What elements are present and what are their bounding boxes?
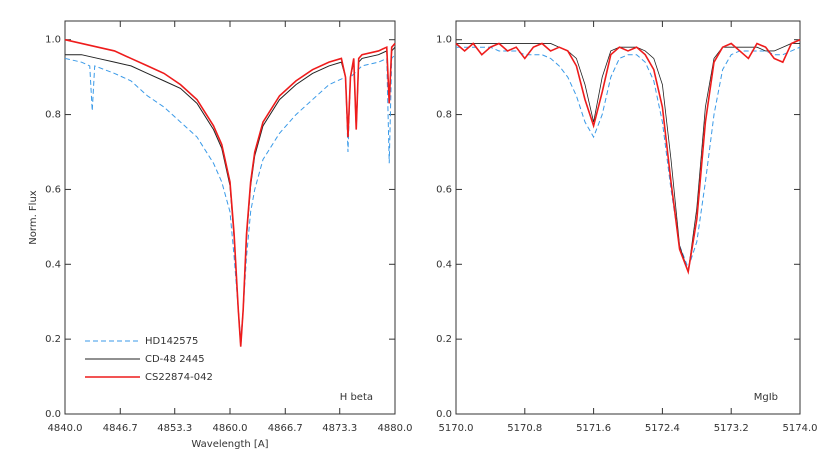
- x-tick-label: 4873.3: [322, 423, 357, 434]
- y-tick-label: 0.2: [45, 334, 61, 345]
- spectrum-line: [455, 38, 801, 275]
- y-tick-label: 0.2: [436, 334, 452, 345]
- x-tick-label: 4880.0: [378, 423, 413, 434]
- y-tick-label: 1.0: [436, 35, 452, 46]
- y-tick-label: 1.0: [45, 35, 61, 46]
- annotation: MgIb: [754, 392, 778, 403]
- legend-label: CS22874-042: [145, 372, 213, 383]
- y-tick-label: 0.6: [436, 184, 452, 195]
- spectrum-line: [64, 54, 396, 340]
- annotation: H beta: [340, 392, 373, 403]
- x-tick-label: 5172.4: [645, 423, 680, 434]
- x-tick-label: 4866.7: [268, 423, 303, 434]
- y-axis-label: Norm. Flux: [28, 190, 39, 245]
- y-tick-label: 0.8: [45, 110, 61, 121]
- spectrum-line: [456, 46, 801, 270]
- y-tick-label: 0.6: [45, 184, 61, 195]
- y-tick-label: 0.4: [45, 259, 61, 270]
- x-tick-label: 5173.2: [714, 423, 749, 434]
- x-tick-label: 5170.0: [439, 423, 474, 434]
- x-tick-label: 5171.6: [576, 423, 611, 434]
- y-tick-label: 0.0: [45, 409, 61, 420]
- spectrum-line: [64, 38, 396, 347]
- x-tick-label: 5174.0: [783, 423, 818, 434]
- y-tick-label: 0.8: [436, 110, 452, 121]
- x-axis-label: Wavelength [A]: [191, 439, 268, 450]
- legend-label: CD-48 2445: [145, 354, 205, 365]
- x-tick-label: 5170.8: [507, 423, 542, 434]
- x-tick-label: 4860.0: [213, 423, 248, 434]
- x-tick-label: 4840.0: [48, 423, 83, 434]
- plot-frame: [455, 20, 801, 415]
- y-tick-label: 0.0: [436, 409, 452, 420]
- x-tick-label: 4853.3: [157, 423, 192, 434]
- legend-label: HD142575: [145, 336, 198, 347]
- x-tick-label: 4846.7: [103, 423, 138, 434]
- spectrum-line: [456, 43, 800, 272]
- y-tick-label: 0.4: [436, 259, 452, 270]
